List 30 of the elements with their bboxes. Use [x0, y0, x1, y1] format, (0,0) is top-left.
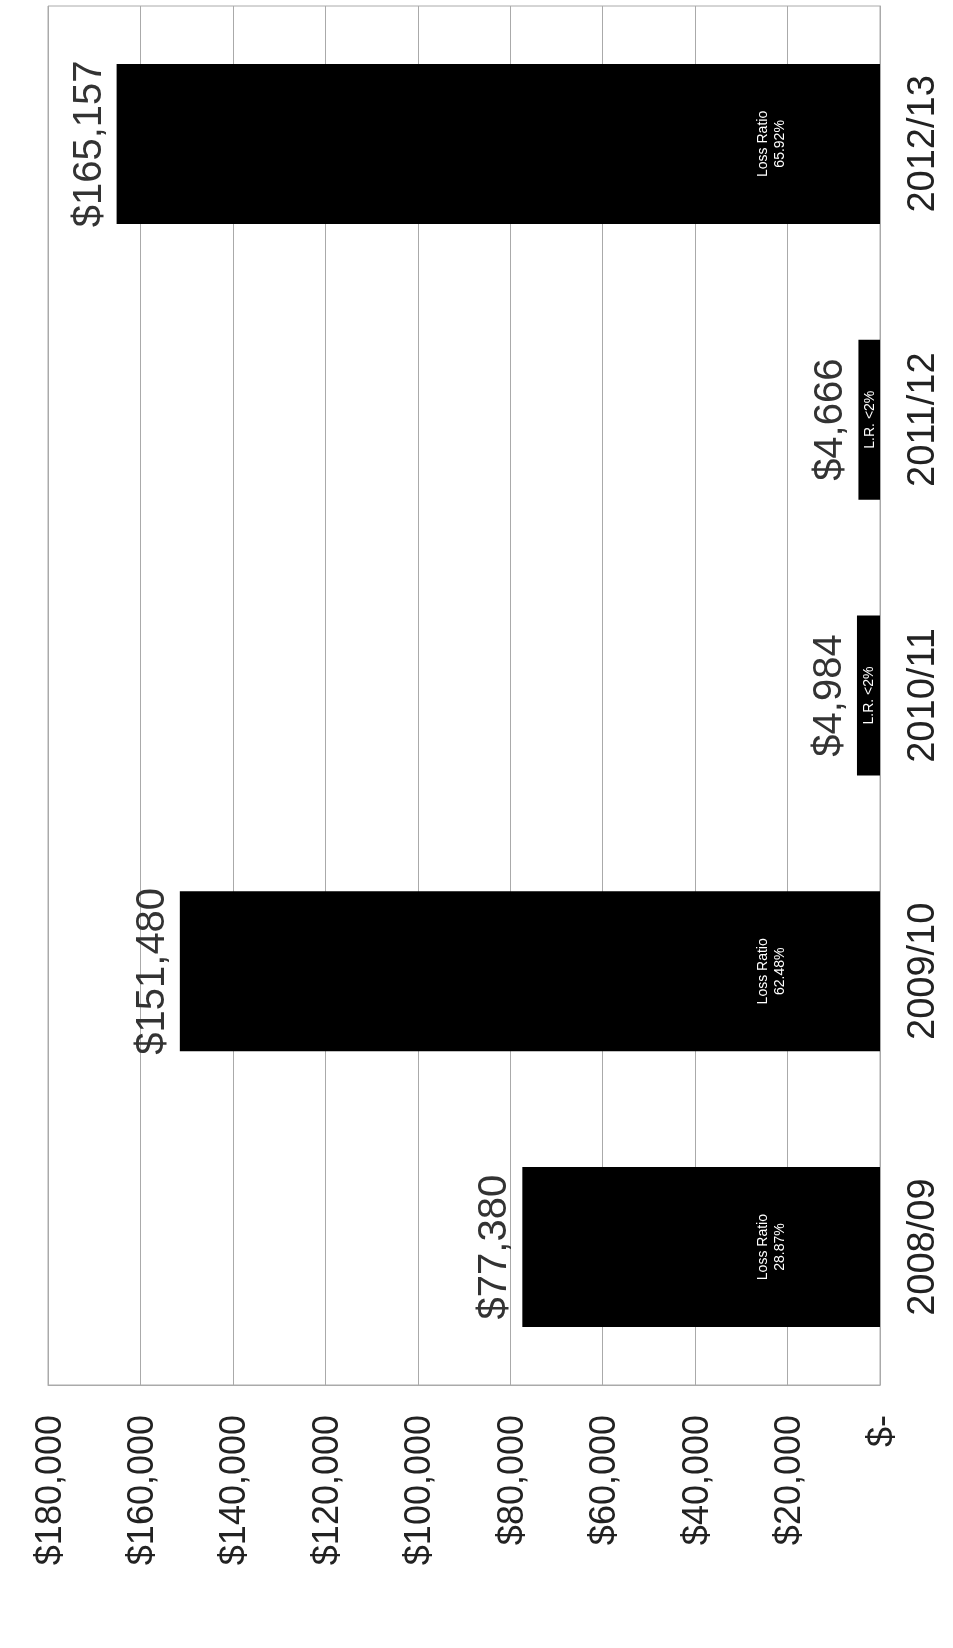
x-tick-label: $120,000	[304, 1415, 346, 1566]
annotation: Loss Ratio 62.48%	[753, 938, 787, 1005]
x-tick-label: $-	[859, 1415, 901, 1448]
bar	[116, 63, 880, 224]
annotation: Loss Ratio 65.92%	[753, 110, 787, 177]
annotation: L.R. <2%	[860, 666, 877, 725]
x-tick-label: $100,000	[397, 1415, 439, 1566]
data-label: $4,666	[806, 358, 851, 481]
x-tick-label: $160,000	[119, 1415, 161, 1566]
bar	[858, 339, 880, 500]
x-tick-label: $140,000	[212, 1415, 254, 1566]
y-tick-label: 2011/12	[900, 352, 942, 487]
bar	[856, 615, 880, 776]
x-tick-label: $20,000	[767, 1415, 809, 1546]
y-tick-label: 2009/10	[900, 902, 942, 1040]
data-label: $165,157	[64, 60, 109, 228]
data-label: $4,984	[804, 634, 849, 757]
data-label: $77,380	[470, 1174, 515, 1320]
data-label: $151,480	[127, 887, 172, 1055]
x-tick-label: $180,000	[27, 1415, 69, 1566]
bar	[179, 891, 880, 1052]
y-tick-label: 2008/09	[900, 1178, 942, 1316]
annotation: L.R. <2%	[861, 390, 878, 449]
y-tick-label: 2012/13	[900, 75, 942, 213]
x-tick-label: $40,000	[674, 1415, 716, 1546]
y-tick-label: 2010/11	[900, 628, 942, 763]
annotation: Loss Ratio 28.87%	[753, 1213, 787, 1281]
x-tick-label: $60,000	[582, 1415, 624, 1546]
bar	[522, 1167, 880, 1328]
x-tick-label: $80,000	[489, 1415, 531, 1546]
